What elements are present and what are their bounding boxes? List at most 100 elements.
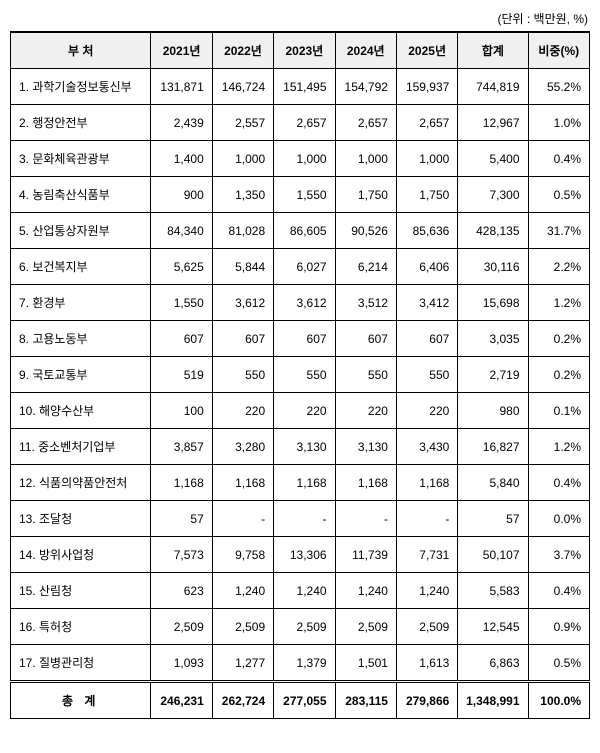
cell-y2022: 1,240 [212, 573, 273, 609]
cell-dept: 13. 조달청 [11, 501, 151, 537]
cell-total: 12,967 [458, 105, 528, 141]
cell-dept: 17. 질병관리청 [11, 645, 151, 682]
col-header-2022: 2022년 [212, 32, 273, 69]
cell-total: 7,300 [458, 177, 528, 213]
cell-y2024: 2,657 [335, 105, 396, 141]
cell-y2022: 1,350 [212, 177, 273, 213]
table-row: 10. 해양수산부1002202202202209800.1% [11, 393, 590, 429]
cell-y2023: - [274, 501, 335, 537]
cell-dept: 12. 식품의약품안전처 [11, 465, 151, 501]
table-row: 9. 국토교통부5195505505505502,7190.2% [11, 357, 590, 393]
cell-pct: 55.2% [528, 69, 590, 105]
cell-y2021: 2,439 [151, 105, 212, 141]
cell-y2022: 1,277 [212, 645, 273, 682]
cell-y2024: 2,509 [335, 609, 396, 645]
cell-y2023: 86,605 [274, 213, 335, 249]
cell-dept: 15. 산림청 [11, 573, 151, 609]
col-header-total: 합계 [458, 32, 528, 69]
cell-y2025: 1,240 [396, 573, 457, 609]
table-row: 15. 산림청6231,2401,2401,2401,2405,5830.4% [11, 573, 590, 609]
cell-y2022: 2,509 [212, 609, 273, 645]
cell-dept: 4. 농림축산식품부 [11, 177, 151, 213]
col-header-2023: 2023년 [274, 32, 335, 69]
cell-y2023: 2,509 [274, 609, 335, 645]
table-row: 11. 중소벤처기업부3,8573,2803,1303,1303,43016,8… [11, 429, 590, 465]
cell-y2022: 2,557 [212, 105, 273, 141]
col-header-2021: 2021년 [151, 32, 212, 69]
cell-pct: 0.1% [528, 393, 590, 429]
cell-y2025: 2,509 [396, 609, 457, 645]
cell-y2021: 1,550 [151, 285, 212, 321]
cell-y2023: 2,657 [274, 105, 335, 141]
cell-y2025: - [396, 501, 457, 537]
cell-pct: 0.0% [528, 501, 590, 537]
cell-pct: 0.4% [528, 465, 590, 501]
cell-y2024: - [335, 501, 396, 537]
cell-pct: 0.5% [528, 645, 590, 682]
cell-pct: 1.0% [528, 105, 590, 141]
cell-y2024: 1,750 [335, 177, 396, 213]
table-row: 4. 농림축산식품부9001,3501,5501,7501,7507,3000.… [11, 177, 590, 213]
cell-dept: 1. 과학기술정보통신부 [11, 69, 151, 105]
cell-y2022: 550 [212, 357, 273, 393]
cell-y2021: 1,168 [151, 465, 212, 501]
table-row: 3. 문화체육관광부1,4001,0001,0001,0001,0005,400… [11, 141, 590, 177]
cell-y2025: 6,406 [396, 249, 457, 285]
cell-dept: 7. 환경부 [11, 285, 151, 321]
table-row: 14. 방위사업청7,5739,75813,30611,7397,73150,1… [11, 537, 590, 573]
cell-y2021: 100 [151, 393, 212, 429]
cell-total: 5,400 [458, 141, 528, 177]
cell-dept: 14. 방위사업청 [11, 537, 151, 573]
cell-y2021: 57 [151, 501, 212, 537]
cell-y2024: 220 [335, 393, 396, 429]
cell-total: 15,698 [458, 285, 528, 321]
cell-y2021: 623 [151, 573, 212, 609]
col-header-2025: 2025년 [396, 32, 457, 69]
cell-total: 12,545 [458, 609, 528, 645]
cell-y2023: 151,495 [274, 69, 335, 105]
cell-y2024: 1,000 [335, 141, 396, 177]
cell-dept: 2. 행정안전부 [11, 105, 151, 141]
table-row: 13. 조달청57----570.0% [11, 501, 590, 537]
cell-y2025: 220 [396, 393, 457, 429]
cell-pct: 3.7% [528, 537, 590, 573]
cell-pct: 0.9% [528, 609, 590, 645]
cell-total: 2,719 [458, 357, 528, 393]
cell-y2023: 220 [274, 393, 335, 429]
cell-pct: 0.4% [528, 573, 590, 609]
cell-y2023: 550 [274, 357, 335, 393]
cell-pct: 2.2% [528, 249, 590, 285]
footer-2025: 279,866 [396, 682, 457, 719]
cell-total: 30,116 [458, 249, 528, 285]
col-header-2024: 2024년 [335, 32, 396, 69]
cell-y2024: 1,501 [335, 645, 396, 682]
cell-y2023: 3,130 [274, 429, 335, 465]
cell-pct: 0.5% [528, 177, 590, 213]
cell-dept: 10. 해양수산부 [11, 393, 151, 429]
cell-y2022: 5,844 [212, 249, 273, 285]
cell-y2023: 3,612 [274, 285, 335, 321]
cell-dept: 16. 특허청 [11, 609, 151, 645]
header-row: 부 처 2021년 2022년 2023년 2024년 2025년 합계 비중(… [11, 32, 590, 69]
cell-y2021: 1,093 [151, 645, 212, 682]
table-row: 16. 특허청2,5092,5092,5092,5092,50912,5450.… [11, 609, 590, 645]
cell-pct: 0.2% [528, 321, 590, 357]
cell-total: 428,135 [458, 213, 528, 249]
cell-y2025: 607 [396, 321, 457, 357]
cell-y2023: 1,000 [274, 141, 335, 177]
footer-2021: 246,231 [151, 682, 212, 719]
cell-y2021: 131,871 [151, 69, 212, 105]
cell-y2023: 1,379 [274, 645, 335, 682]
cell-y2022: 1,000 [212, 141, 273, 177]
cell-y2021: 7,573 [151, 537, 212, 573]
cell-y2024: 11,739 [335, 537, 396, 573]
cell-y2022: 3,612 [212, 285, 273, 321]
footer-row: 총 계 246,231 262,724 277,055 283,115 279,… [11, 682, 590, 719]
cell-total: 57 [458, 501, 528, 537]
cell-y2024: 1,240 [335, 573, 396, 609]
cell-y2021: 900 [151, 177, 212, 213]
cell-y2025: 1,168 [396, 465, 457, 501]
cell-dept: 3. 문화체육관광부 [11, 141, 151, 177]
table-row: 17. 질병관리청1,0931,2771,3791,5011,6136,8630… [11, 645, 590, 682]
cell-total: 3,035 [458, 321, 528, 357]
